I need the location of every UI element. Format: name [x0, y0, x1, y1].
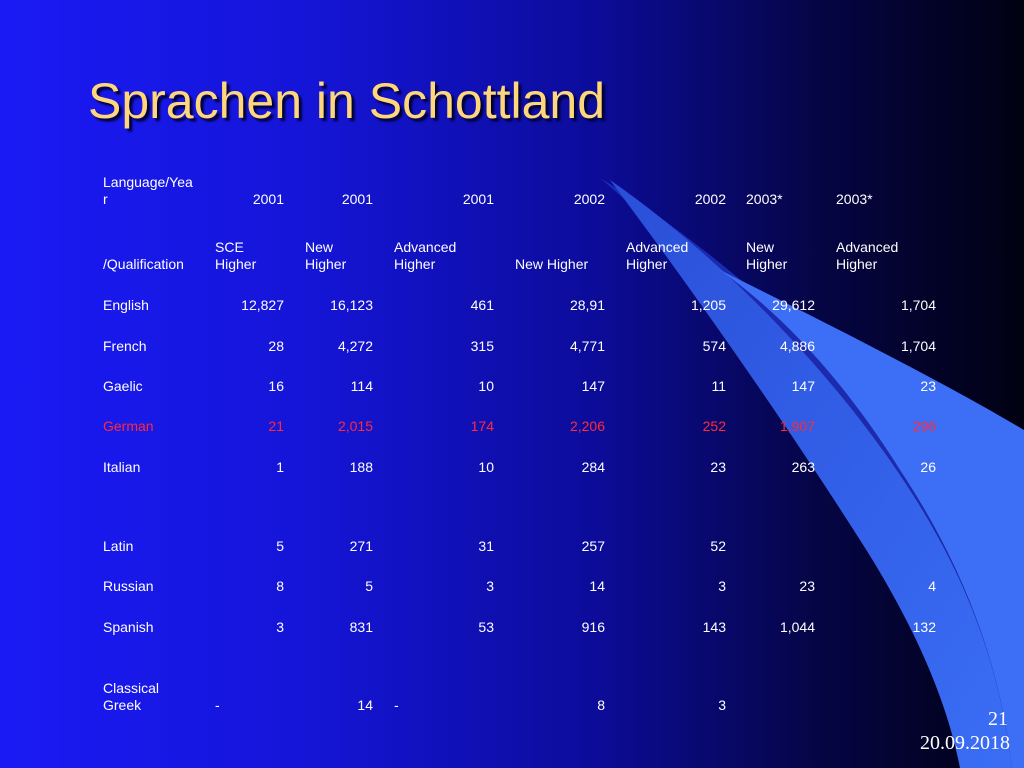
- table-cell: 14: [357, 697, 373, 713]
- language-name: Latin: [103, 538, 134, 554]
- year-header: 2001: [252, 191, 284, 207]
- language-name: Spanish: [103, 619, 154, 635]
- year-header: 2002: [694, 191, 726, 207]
- slide-title: Sprachen in Schottland: [88, 73, 606, 129]
- table-cell: 3: [718, 697, 726, 713]
- table-cell: 3: [486, 578, 494, 594]
- table-cell: 263: [791, 459, 815, 475]
- table-cell: 2,015: [337, 418, 373, 434]
- qualification-header: Advanced Higher: [394, 239, 457, 272]
- table-cell: 147: [581, 378, 605, 394]
- table-cell: 147: [791, 378, 815, 394]
- table-cell: 315: [470, 338, 494, 354]
- table-cell: 10: [478, 459, 494, 475]
- language-name: Gaelic: [103, 378, 143, 394]
- table-cell: 174: [470, 418, 494, 434]
- table-cell: 11: [711, 378, 726, 394]
- table-cell: 14: [589, 578, 605, 594]
- table-cell: 23: [799, 578, 815, 594]
- table-cell: -: [394, 697, 399, 713]
- table-cell: 257: [581, 538, 605, 554]
- table-cell: 2,206: [569, 418, 605, 434]
- table-cell: 831: [349, 619, 373, 635]
- table-cell: 916: [581, 619, 605, 635]
- table-cell: 271: [349, 538, 373, 554]
- language-name: French: [103, 338, 147, 354]
- language-name: Russian: [103, 578, 154, 594]
- table-cell: 23: [920, 378, 936, 394]
- table-cell: -: [215, 697, 220, 713]
- qualification-header-label: /Qualification: [103, 256, 184, 272]
- table-cell: 29,612: [772, 297, 815, 313]
- table-cell: 574: [702, 338, 726, 354]
- table-cell: 16: [268, 378, 284, 394]
- table-cell: 53: [478, 619, 494, 635]
- table-cell: 4,886: [779, 338, 815, 354]
- table-cell: 28: [268, 338, 284, 354]
- year-header-label: Language/Yea r: [103, 174, 193, 207]
- language-name: Italian: [103, 459, 141, 475]
- page-number: 21: [988, 708, 1008, 730]
- year-header: 2001: [341, 191, 373, 207]
- table-cell: 5: [276, 538, 284, 554]
- table-cell: 16,123: [330, 297, 373, 313]
- table-cell: 26: [920, 459, 936, 475]
- table-cell: 12,827: [241, 297, 284, 313]
- table-cell: 1,205: [690, 297, 726, 313]
- table-cell: 1: [276, 459, 284, 475]
- year-header: 2003*: [836, 191, 873, 207]
- table-cell: 1,704: [900, 338, 936, 354]
- qualification-header: Advanced Higher: [626, 239, 689, 272]
- table-cell: 1,907: [779, 418, 815, 434]
- table-cell: 284: [581, 459, 605, 475]
- language-name: English: [103, 297, 149, 313]
- table-cell: 1,704: [900, 297, 936, 313]
- table-cell: 23: [710, 459, 726, 475]
- table-cell: 8: [276, 578, 284, 594]
- year-header: 2003*: [746, 191, 783, 207]
- table-cell: 5: [365, 578, 373, 594]
- table-cell: 28,91: [569, 297, 605, 313]
- table-cell: 1,044: [779, 619, 815, 635]
- table-cell: 114: [350, 378, 373, 394]
- qualification-header: SCE Higher: [215, 239, 257, 272]
- table-cell: 4,771: [569, 338, 605, 354]
- table-cell: 52: [710, 538, 726, 554]
- table-cell: 461: [470, 297, 494, 313]
- table-cell: 252: [702, 418, 726, 434]
- table-cell: 188: [349, 459, 373, 475]
- qualification-header: Advanced Higher: [836, 239, 899, 272]
- table-cell: 4,272: [337, 338, 373, 354]
- year-header: 2002: [573, 191, 605, 207]
- table-cell: 10: [478, 378, 494, 394]
- table-cell: 132: [912, 619, 936, 635]
- table-cell: 4: [928, 578, 936, 594]
- table-cell: 31: [478, 538, 494, 554]
- table-cell: 21: [268, 418, 284, 434]
- table-cell: 296: [912, 418, 936, 434]
- table-cell: 143: [702, 619, 726, 635]
- language-name: Classical Greek: [103, 680, 160, 713]
- qualification-header: New Higher: [305, 239, 347, 272]
- table-cell: 8: [597, 697, 605, 713]
- slide-date: 20.09.2018: [920, 732, 1010, 754]
- year-header: 2001: [462, 191, 494, 207]
- qualification-header: New Higher: [515, 256, 589, 272]
- table-cell: 3: [276, 619, 284, 635]
- table-cell: 3: [718, 578, 726, 594]
- qualification-header: New Higher: [746, 239, 788, 272]
- language-name: German: [103, 418, 154, 434]
